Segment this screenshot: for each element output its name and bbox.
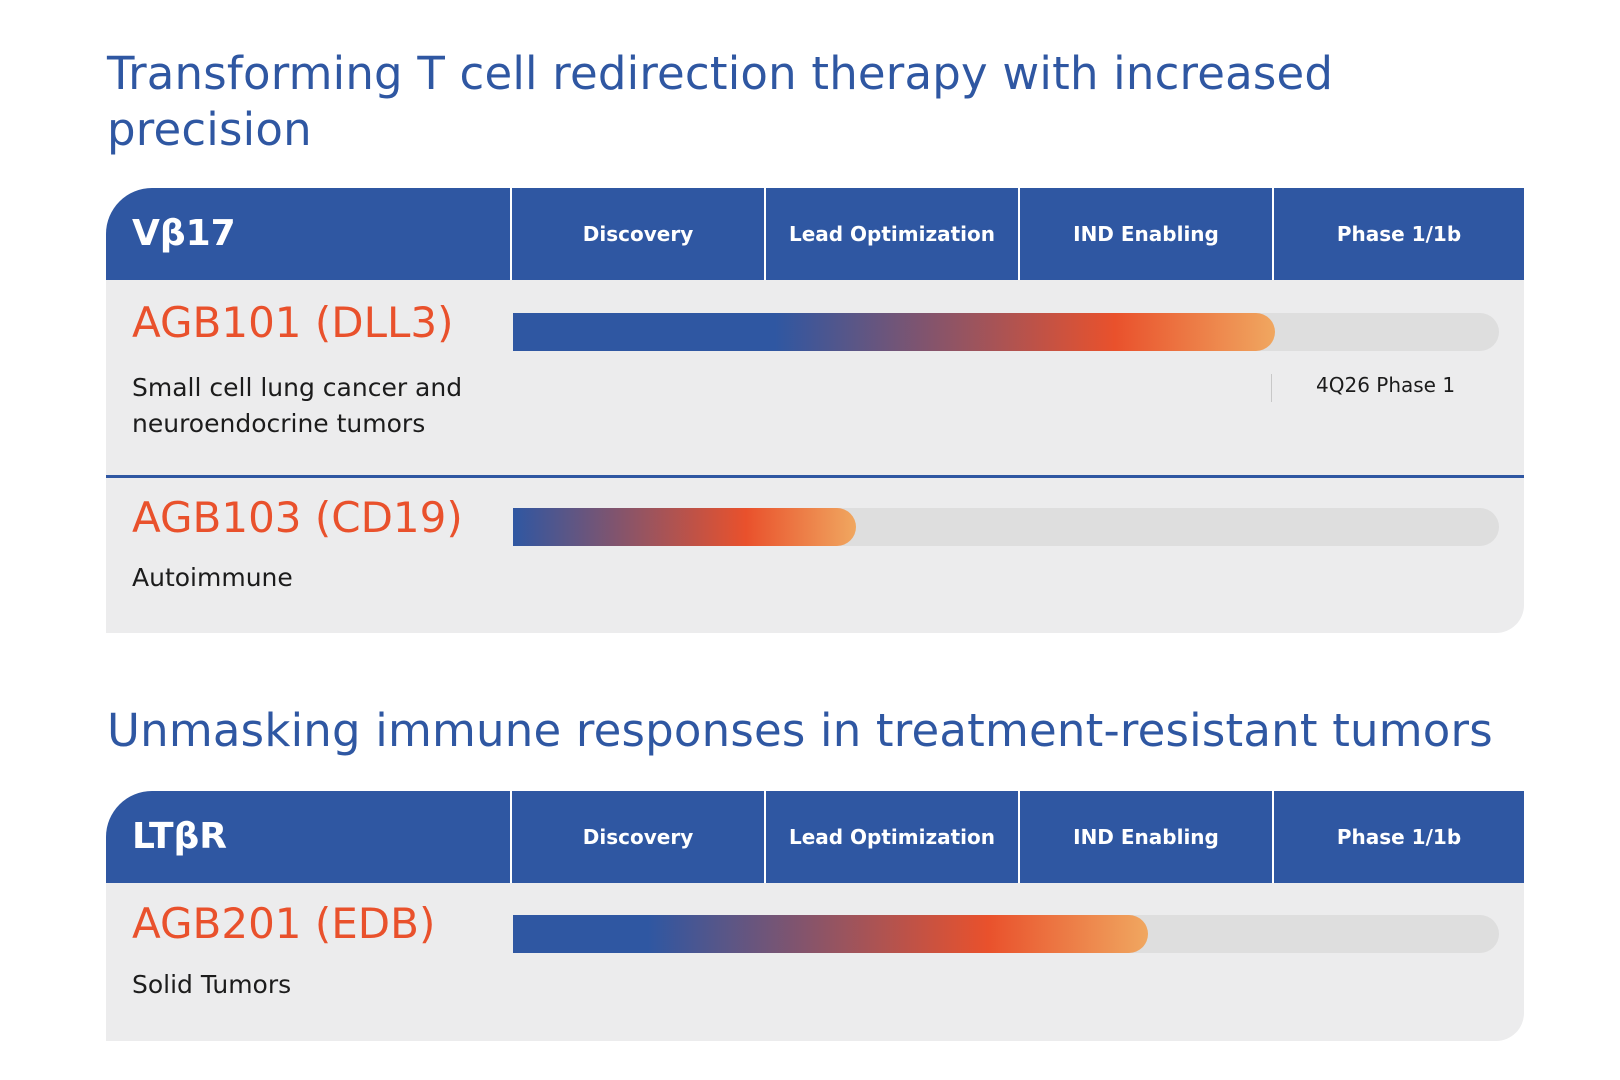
milestone-tick — [1271, 374, 1272, 402]
section-2-heading: Unmasking immune responses in treatment-… — [107, 704, 1493, 757]
program-indication: Small cell lung cancer and neuroendocrin… — [132, 373, 463, 438]
stage-header-ind-enabling: IND Enabling — [1018, 188, 1272, 280]
stage-header-lead-optimization: Lead Optimization — [764, 188, 1018, 280]
program-indication: Solid Tumors — [132, 970, 292, 999]
platform-title: LTβR — [132, 816, 228, 857]
program-indication: Autoimmune — [132, 563, 293, 592]
row-divider — [106, 475, 1524, 478]
milestone-label: 4Q26 Phase 1 — [1316, 373, 1456, 397]
stage-header-discovery: Discovery — [510, 791, 764, 883]
pipeline-header-row: Vβ17 Discovery Lead Optimization IND Ena… — [106, 188, 1524, 280]
progress-bar — [513, 915, 1148, 953]
progress-track — [513, 508, 1499, 546]
stage-header-lead-optimization: Lead Optimization — [764, 791, 1018, 883]
ltbr-pipeline-chart: LTβR Discovery Lead Optimization IND Ena… — [106, 791, 1524, 1041]
platform-title: Vβ17 — [132, 213, 236, 254]
program-name: AGB201 (EDB) — [132, 899, 436, 948]
progress-bar — [513, 508, 856, 546]
program-name: AGB103 (CD19) — [132, 493, 463, 542]
stage-header-phase-1-1b: Phase 1/1b — [1272, 188, 1524, 280]
vb17-pipeline-chart: Vβ17 Discovery Lead Optimization IND Ena… — [106, 188, 1524, 633]
stage-header-ind-enabling: IND Enabling — [1018, 791, 1272, 883]
stage-header-discovery: Discovery — [510, 188, 764, 280]
program-row-agb103: AGB103 (CD19) Autoimmune — [106, 478, 1524, 633]
program-row-agb101: AGB101 (DLL3) Small cell lung cancer and… — [106, 280, 1524, 475]
pipeline-header-row: LTβR Discovery Lead Optimization IND Ena… — [106, 791, 1524, 883]
program-name: AGB101 (DLL3) — [132, 298, 454, 347]
progress-track — [513, 313, 1499, 351]
progress-track — [513, 915, 1499, 953]
section-1-heading: Transforming T cell redirection therapy … — [107, 47, 1334, 156]
progress-bar — [513, 313, 1275, 351]
program-row-agb201: AGB201 (EDB) Solid Tumors — [106, 883, 1524, 1041]
stage-header-phase-1-1b: Phase 1/1b — [1272, 791, 1524, 883]
